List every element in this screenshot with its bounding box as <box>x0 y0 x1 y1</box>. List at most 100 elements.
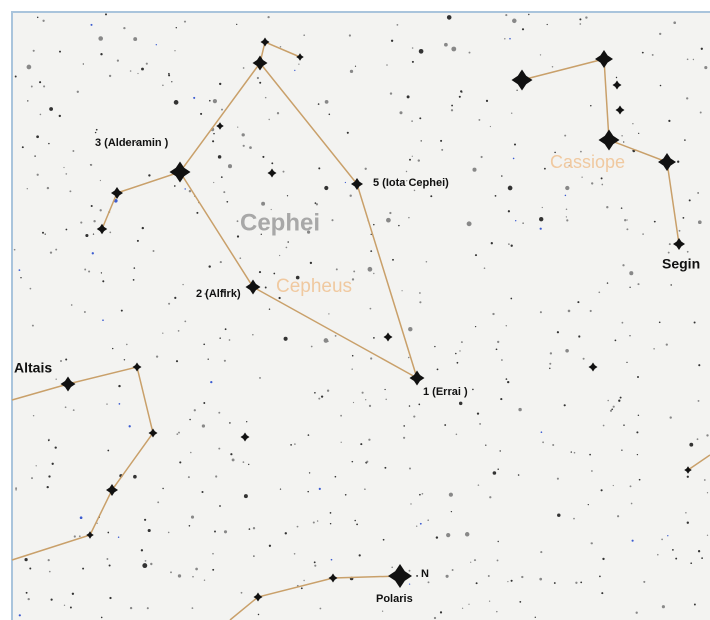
faint-star <box>39 113 42 116</box>
star-label: 2 (Alfirk) <box>196 288 241 300</box>
faint-star <box>365 399 367 401</box>
faint-star <box>659 32 662 36</box>
faint-star <box>145 62 148 65</box>
faint-star <box>460 90 463 93</box>
faint-star <box>427 581 430 584</box>
faint-star <box>99 209 102 212</box>
bottom-constellation-line <box>229 575 401 620</box>
faint-star <box>104 13 108 16</box>
faint-star <box>672 549 674 551</box>
faint-star <box>302 222 304 224</box>
faint-star <box>270 208 272 211</box>
faint-star <box>477 484 480 486</box>
faint-star <box>636 453 639 456</box>
faint-star <box>192 575 194 578</box>
faint-star <box>682 216 685 219</box>
faint-star <box>684 139 686 141</box>
faint-star <box>479 422 482 425</box>
faint-star <box>201 424 206 428</box>
faint-star <box>173 100 179 105</box>
faint-star <box>316 520 319 522</box>
faint-star <box>236 23 238 26</box>
faint-star <box>310 345 313 348</box>
faint-star <box>406 180 408 182</box>
faint-star <box>14 75 17 78</box>
faint-star <box>696 438 699 441</box>
map-frame <box>11 11 710 620</box>
faint-star <box>521 28 525 31</box>
faint-star <box>589 453 591 456</box>
faint-star <box>36 135 39 139</box>
faint-star <box>578 335 581 338</box>
bright-star <box>383 332 393 342</box>
faint-star <box>419 117 422 120</box>
faint-star <box>32 49 35 52</box>
faint-star <box>598 291 601 294</box>
faint-star <box>496 559 499 562</box>
faint-star <box>475 582 478 585</box>
faint-star <box>141 67 144 71</box>
faint-star <box>279 488 282 490</box>
faint-star <box>653 348 655 350</box>
faint-star <box>507 380 510 384</box>
faint-star <box>167 531 170 534</box>
faint-star <box>42 19 45 22</box>
faint-star <box>611 408 614 411</box>
faint-star <box>641 51 644 54</box>
faint-star <box>570 451 572 453</box>
faint-star <box>579 18 582 21</box>
faint-star <box>468 51 471 54</box>
faint-star <box>617 515 620 518</box>
faint-star <box>420 140 422 142</box>
faint-star <box>601 592 604 595</box>
faint-star <box>351 368 353 370</box>
bright-star <box>388 564 412 588</box>
faint-star <box>259 376 261 379</box>
faint-star <box>384 466 387 469</box>
faint-star <box>193 409 196 412</box>
faint-star <box>112 347 114 350</box>
bright-star <box>409 370 425 386</box>
faint-star <box>474 325 477 328</box>
faint-star <box>296 525 299 528</box>
faint-star <box>623 424 625 426</box>
faint-star <box>476 412 480 415</box>
faint-star <box>109 596 112 600</box>
faint-star <box>565 216 568 218</box>
faint-star <box>257 613 260 616</box>
faint-star <box>329 522 332 525</box>
faint-star <box>109 231 112 234</box>
faint-star <box>408 569 411 572</box>
faint-star <box>303 34 306 37</box>
faint-star <box>505 378 508 380</box>
faint-star <box>626 361 628 364</box>
faint-star <box>329 512 332 514</box>
faint-star <box>173 185 176 187</box>
faint-star <box>367 266 373 272</box>
faint-star <box>51 462 54 465</box>
faint-star <box>334 334 337 337</box>
faint-star <box>34 155 36 157</box>
faint-star <box>565 349 569 353</box>
faint-star <box>464 532 470 537</box>
faint-star <box>692 58 695 61</box>
faint-star <box>129 70 132 72</box>
faint-star <box>141 226 144 230</box>
faint-star <box>15 487 18 490</box>
faint-star <box>392 258 394 261</box>
faint-star <box>212 140 215 143</box>
faint-star <box>49 107 54 111</box>
faint-star <box>455 433 458 436</box>
faint-star <box>411 155 413 157</box>
faint-star <box>566 219 569 222</box>
faint-star <box>405 170 408 173</box>
faint-star <box>386 217 391 223</box>
faint-star <box>135 141 137 144</box>
faint-star <box>308 472 311 474</box>
faint-star <box>36 16 39 19</box>
faint-star <box>46 485 49 489</box>
faint-star <box>421 492 424 495</box>
faint-star <box>403 425 406 427</box>
faint-star <box>439 611 443 614</box>
faint-star <box>366 460 369 463</box>
